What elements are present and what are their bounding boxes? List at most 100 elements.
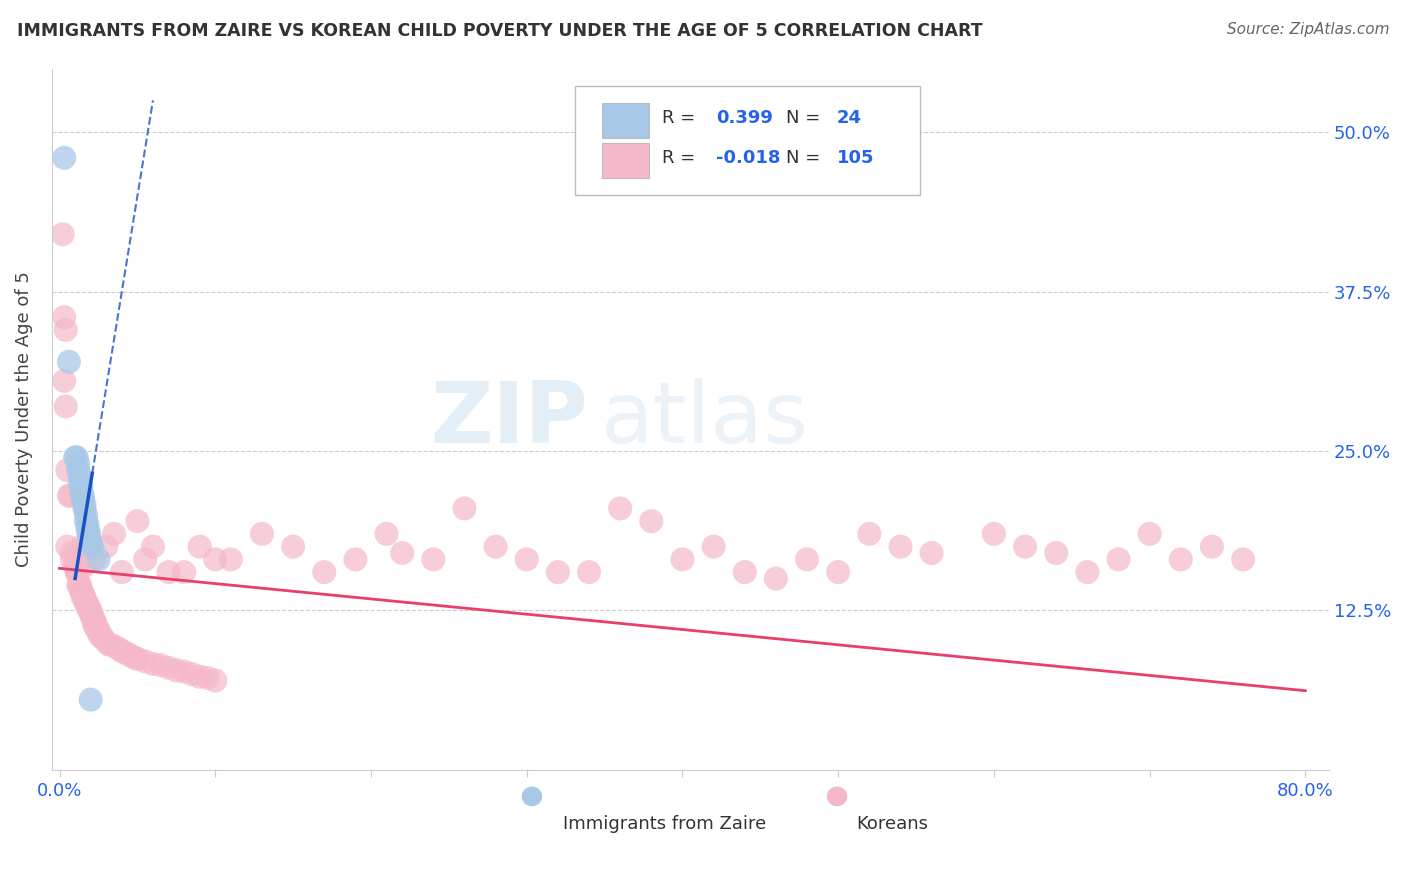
Point [107, 641, 129, 656]
Point [134, 654, 156, 668]
Point [87, 625, 110, 640]
Point [111, 565, 134, 579]
Point [453, 501, 475, 516]
Point [197, 671, 219, 685]
Text: 105: 105 [837, 149, 875, 167]
Point [103, 639, 125, 653]
Point [82, 540, 104, 554]
Point [69, 578, 91, 592]
Point [1045, 546, 1067, 560]
Point [84, 620, 107, 634]
Point [73, 591, 96, 605]
Ellipse shape [827, 787, 848, 806]
Point [96, 635, 118, 649]
FancyBboxPatch shape [575, 86, 920, 194]
Point [60, 552, 83, 566]
Point [827, 565, 849, 579]
Point [53, 310, 76, 325]
Point [79, 606, 101, 620]
Point [1201, 540, 1223, 554]
Point [765, 572, 787, 586]
Point [90, 629, 112, 643]
Point [72, 489, 94, 503]
Point [53, 374, 76, 388]
Point [188, 540, 211, 554]
Point [516, 552, 538, 566]
Point [111, 644, 134, 658]
Point [55, 323, 77, 337]
Point [375, 527, 398, 541]
Text: R =: R = [662, 109, 696, 128]
Point [76, 518, 98, 533]
Point [69, 578, 91, 592]
FancyBboxPatch shape [602, 103, 650, 138]
Point [796, 552, 818, 566]
Point [858, 527, 880, 541]
Point [79, 692, 101, 706]
Point [63, 450, 86, 465]
Point [219, 552, 242, 566]
Point [118, 648, 141, 662]
Point [250, 527, 273, 541]
Point [75, 514, 97, 528]
Point [1232, 552, 1254, 566]
Point [422, 552, 444, 566]
Point [77, 527, 100, 541]
Y-axis label: Child Poverty Under the Age of 5: Child Poverty Under the Age of 5 [15, 271, 32, 567]
Point [87, 552, 110, 566]
Point [98, 638, 121, 652]
Point [142, 657, 165, 671]
Point [547, 565, 569, 579]
Point [70, 584, 93, 599]
Point [69, 475, 91, 490]
Text: 0.399: 0.399 [716, 109, 773, 128]
Point [734, 565, 756, 579]
Point [58, 355, 80, 369]
Point [103, 527, 125, 541]
Text: Immigrants from Zaire: Immigrants from Zaire [562, 815, 766, 833]
Point [391, 546, 413, 560]
Point [79, 536, 101, 550]
Point [77, 603, 100, 617]
Point [142, 540, 165, 554]
Text: N =: N = [786, 149, 820, 167]
Point [52, 227, 75, 242]
Point [921, 546, 943, 560]
Point [157, 565, 180, 579]
Point [70, 484, 93, 499]
Point [69, 469, 91, 483]
Point [173, 665, 195, 679]
Point [72, 587, 94, 601]
Point [73, 501, 96, 516]
Ellipse shape [522, 787, 543, 806]
Point [73, 558, 96, 573]
Point [173, 565, 195, 579]
Point [314, 565, 336, 579]
Point [124, 650, 146, 665]
Point [127, 514, 149, 528]
Point [76, 523, 98, 537]
FancyBboxPatch shape [602, 143, 650, 178]
Point [671, 552, 693, 566]
Point [134, 552, 156, 566]
Point [67, 463, 90, 477]
Point [609, 501, 631, 516]
Text: R =: R = [662, 149, 696, 167]
Point [60, 546, 83, 560]
Point [127, 652, 149, 666]
Point [1139, 527, 1161, 541]
Point [66, 565, 89, 579]
Point [73, 591, 96, 605]
Point [76, 597, 98, 611]
Point [1170, 552, 1192, 566]
Point [70, 540, 93, 554]
Point [83, 612, 105, 626]
Point [70, 584, 93, 599]
Point [180, 667, 202, 681]
Point [1076, 565, 1098, 579]
Point [66, 450, 89, 465]
Text: IMMIGRANTS FROM ZAIRE VS KOREAN CHILD POVERTY UNDER THE AGE OF 5 CORRELATION CHA: IMMIGRANTS FROM ZAIRE VS KOREAN CHILD PO… [17, 22, 983, 40]
Point [188, 670, 211, 684]
Point [66, 565, 89, 579]
Point [56, 463, 79, 477]
